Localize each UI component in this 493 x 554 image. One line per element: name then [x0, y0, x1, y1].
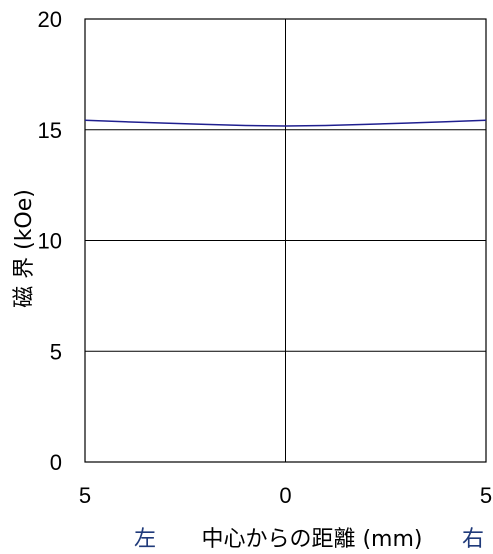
x-tick-label: 0 — [279, 483, 291, 508]
x-tick-labels: 5 0 5 — [79, 483, 492, 508]
y-tick-labels: 0 5 10 15 20 — [38, 7, 62, 475]
grid-lines — [85, 19, 486, 462]
y-tick-label: 10 — [38, 229, 62, 254]
y-tick-label: 0 — [50, 450, 62, 475]
x-axis-label: 中心からの距離 (mm) — [201, 527, 422, 552]
plot-frame — [84, 18, 487, 463]
y-tick-label: 5 — [50, 339, 62, 364]
x-tick-label: 5 — [480, 483, 492, 508]
y-tick-label: 20 — [38, 7, 62, 32]
series-line — [84, 119, 487, 127]
x-right-side-label: 右 — [462, 527, 484, 552]
x-tick-label: 5 — [79, 483, 91, 508]
y-axis-label: 磁 界 (kOe) — [12, 189, 37, 308]
x-left-side-label: 左 — [134, 527, 156, 552]
y-tick-label: 15 — [38, 118, 62, 143]
